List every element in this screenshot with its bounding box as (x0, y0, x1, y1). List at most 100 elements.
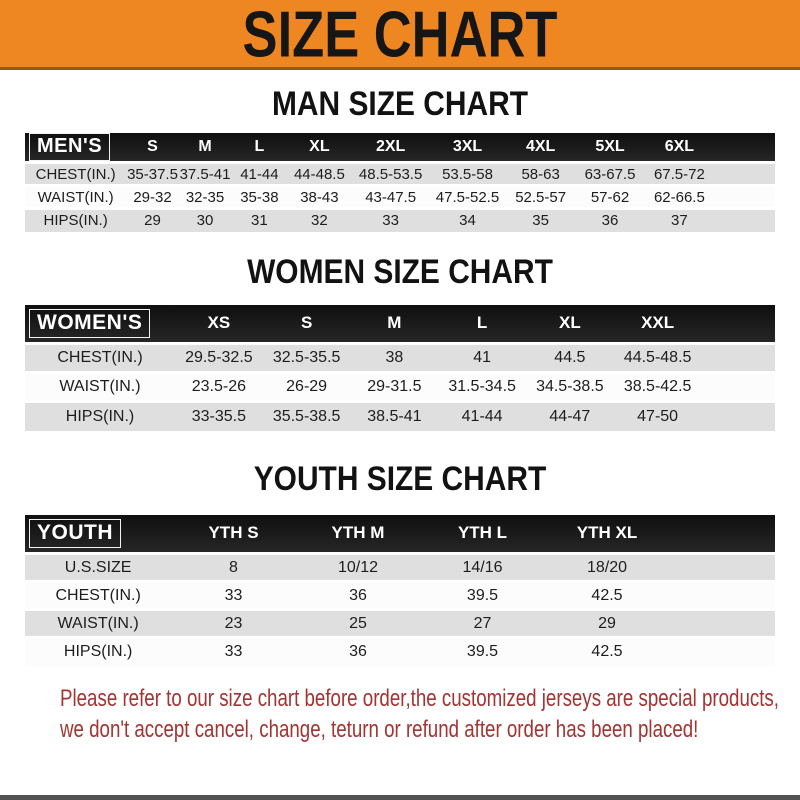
measurement-value: 35.5-38.5 (262, 400, 351, 431)
measurement-value: 29 (126, 207, 179, 232)
measurement-value: 44.5-48.5 (613, 342, 702, 373)
measurement-value: 29-32 (126, 184, 179, 209)
measurement-value: 42.5 (544, 636, 670, 666)
measurement-value: 38.5-42.5 (613, 371, 702, 402)
size-column-header: YTH L (420, 514, 545, 554)
measurement-value: 31 (231, 207, 288, 232)
measurement-value: 23 (171, 608, 296, 638)
measurement-value: 30 (178, 207, 232, 232)
row-spacer-cell (715, 161, 775, 186)
measurement-value: 38.5-41 (350, 400, 439, 431)
order-notice-line-2: we don't accept cancel, change, teturn o… (60, 715, 699, 743)
measurement-value: 29 (544, 608, 670, 638)
measurement-value: 33 (171, 580, 296, 610)
youth-size-section: YOUTH SIZE CHART YOUTH YTH S YTH M YTH L YTH… (25, 461, 775, 666)
measurement-value: 26-29 (262, 371, 351, 402)
youth-size-table: YOUTH YTH S YTH M YTH L YTH XL U.S.SIZE 8 10/1… (25, 514, 775, 666)
row-spacer-cell (715, 207, 775, 232)
order-notice: Please refer to our size chart before or… (60, 683, 780, 745)
women-size-section: WOMEN SIZE CHART WOMEN'S XS S M L XL XXL CHEST… (25, 254, 775, 431)
measurement-row: HIPS(IN.) 33-35.5 35.5-38.5 38.5-41 41-44 44-… (25, 400, 775, 431)
size-column-header: L (438, 304, 526, 344)
measurement-label: HIPS(IN.) (25, 636, 172, 666)
measurement-value: 37 (643, 207, 715, 232)
measurement-value: 33 (171, 636, 296, 666)
content-area: MAN SIZE CHART MEN'S S M L XL 2XL 3XL 4XL 5XL 6XL… (0, 86, 800, 745)
bottom-edge-strip (0, 795, 800, 800)
size-column-header: 3XL (430, 133, 505, 163)
measurement-value: 32 (287, 207, 352, 232)
man-size-section: MAN SIZE CHART MEN'S S M L XL 2XL 3XL 4XL 5XL 6XL… (25, 86, 775, 232)
measurement-value: 57-62 (576, 184, 644, 209)
row-spacer-cell (669, 580, 775, 610)
measurement-row: WAIST(IN.) 23 25 27 29 (25, 608, 775, 638)
measurement-row: CHEST(IN.) 29.5-32.5 32.5-35.5 38 41 44.5 44.5… (25, 342, 775, 373)
measurement-value: 29.5-32.5 (175, 342, 263, 373)
banner-title: SIZE CHART (242, 0, 558, 71)
measurement-row: CHEST(IN.) 35-37.5 37.5-41 41-44 44-48.5 48.5… (25, 161, 775, 186)
measurement-row: WAIST(IN.) 23.5-26 26-29 29-31.5 31.5-34.5 34… (25, 371, 775, 402)
measurement-value: 39.5 (420, 636, 545, 666)
group-label: YOUTH (29, 518, 121, 548)
size-column-header: 4XL (505, 133, 577, 163)
measurement-value: 63-67.5 (576, 161, 644, 186)
measurement-value: 41 (438, 342, 526, 373)
measurement-value: 44.5 (526, 342, 614, 373)
size-column-header: 5XL (576, 133, 644, 163)
measurement-value: 47.5-52.5 (430, 184, 505, 209)
measurement-label: HIPS(IN.) (25, 400, 175, 431)
size-column-header: 2XL (351, 133, 430, 163)
size-column-header: 6XL (643, 133, 715, 163)
order-notice-line-1: Please refer to our size chart before or… (60, 684, 780, 712)
measurement-value: 27 (420, 608, 545, 638)
measurement-label: WAIST(IN.) (25, 608, 172, 638)
size-column-header: L (231, 133, 288, 163)
measurement-row: CHEST(IN.) 33 36 39.5 42.5 (25, 580, 775, 610)
measurement-value: 32-35 (178, 184, 232, 209)
measurement-value: 29-31.5 (350, 371, 439, 402)
size-chart-banner: SIZE CHART (0, 0, 800, 70)
measurement-value: 39.5 (420, 580, 545, 610)
measurement-value: 48.5-53.5 (351, 161, 430, 186)
measurement-value: 36 (295, 636, 421, 666)
measurement-value: 52.5-57 (505, 184, 577, 209)
measurement-value: 35-37.5 (126, 161, 179, 186)
measurement-row: HIPS(IN.) 29 30 31 32 33 34 35 36 37 (25, 207, 775, 232)
measurement-value: 36 (295, 580, 421, 610)
measurement-value: 34.5-38.5 (526, 371, 614, 402)
measurement-label: CHEST(IN.) (25, 342, 175, 373)
measurement-value: 25 (295, 608, 421, 638)
row-spacer-cell (701, 371, 775, 402)
measurement-row: WAIST(IN.) 29-32 32-35 35-38 38-43 43-47.5 47.… (25, 184, 775, 209)
measurement-value: 33 (351, 207, 430, 232)
women-size-table: WOMEN'S XS S M L XL XXL CHEST(IN.) 29.5-32.5 32.… (25, 304, 775, 431)
measurement-value: 23.5-26 (175, 371, 263, 402)
measurement-row: HIPS(IN.) 33 36 39.5 42.5 (25, 636, 775, 666)
size-column-header: XXL (613, 304, 702, 344)
men-header-row: MEN'S S M L XL 2XL 3XL 4XL 5XL 6XL (25, 133, 775, 163)
measurement-value: 36 (576, 207, 644, 232)
measurement-label: CHEST(IN.) (25, 161, 127, 186)
measurement-value: 14/16 (420, 552, 545, 582)
header-spacer-cell (701, 304, 775, 344)
youth-header-row: YOUTH YTH S YTH M YTH L YTH XL (25, 514, 775, 554)
youth-section-heading: YOUTH SIZE CHART (253, 459, 547, 498)
row-spacer-cell (669, 552, 775, 582)
measurement-value: 47-50 (613, 400, 702, 431)
measurement-value: 38-43 (287, 184, 352, 209)
row-spacer-cell (701, 342, 775, 373)
women-header-row: WOMEN'S XS S M L XL XXL (25, 304, 775, 344)
measurement-row: U.S.SIZE 8 10/12 14/16 18/20 (25, 552, 775, 582)
measurement-value: 8 (171, 552, 296, 582)
measurement-label: HIPS(IN.) (25, 207, 127, 232)
size-column-header: M (350, 304, 439, 344)
size-column-header: XL (287, 133, 352, 163)
size-column-header: YTH XL (544, 514, 670, 554)
measurement-value: 38 (350, 342, 439, 373)
group-label-cell: YOUTH (25, 514, 172, 554)
measurement-value: 37.5-41 (178, 161, 232, 186)
measurement-value: 43-47.5 (351, 184, 430, 209)
measurement-value: 31.5-34.5 (438, 371, 526, 402)
row-spacer-cell (715, 184, 775, 209)
measurement-value: 41-44 (438, 400, 526, 431)
